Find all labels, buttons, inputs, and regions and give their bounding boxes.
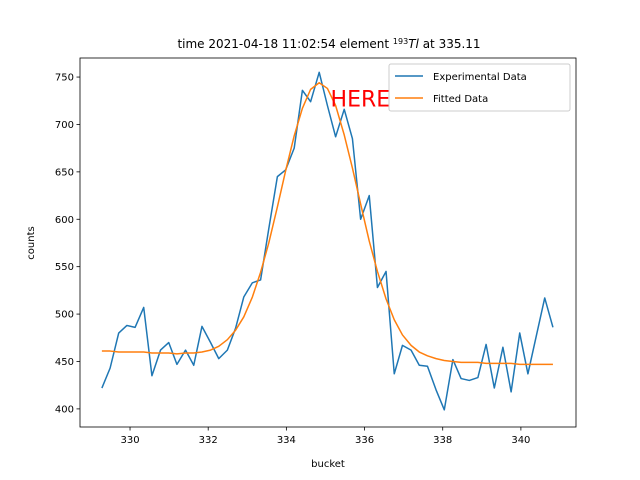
- legend-box: [388, 63, 571, 112]
- x-axis-label: bucket: [311, 459, 345, 470]
- y-tick-label: 400: [55, 404, 74, 415]
- title-part: Tl: [408, 37, 419, 51]
- data-line: [101, 82, 553, 366]
- x-tick-label: 332: [199, 435, 218, 446]
- y-tick-label: 700: [55, 120, 74, 131]
- y-tick-label: 750: [55, 73, 74, 84]
- chart-title: time 2021-04-18 11:02:54 element 193Tl a…: [177, 37, 480, 52]
- x-tick-label: 330: [120, 435, 139, 446]
- legend-label: Fitted Data: [433, 94, 488, 105]
- title-part: at 335.11: [419, 37, 481, 51]
- x-tick-label: 336: [355, 435, 374, 446]
- title-part: time 2021-04-18 11:02:54 element: [177, 37, 392, 51]
- y-tick-label: 550: [55, 262, 74, 273]
- annotation: HERE: [331, 87, 391, 112]
- y-tick-label: 650: [55, 167, 74, 178]
- x-tick-label: 340: [511, 435, 530, 446]
- y-tick-label: 450: [55, 357, 74, 368]
- x-tick-label: 334: [277, 435, 296, 446]
- y-axis-label: counts: [26, 226, 37, 259]
- title-part: 193: [393, 37, 408, 46]
- y-tick-label: 500: [55, 310, 74, 321]
- legend-label: Experimental Data: [433, 72, 527, 83]
- y-tick-label: 600: [55, 215, 74, 226]
- data-line: [101, 71, 554, 411]
- plot-frame: [79, 57, 577, 428]
- x-tick-label: 338: [433, 435, 452, 446]
